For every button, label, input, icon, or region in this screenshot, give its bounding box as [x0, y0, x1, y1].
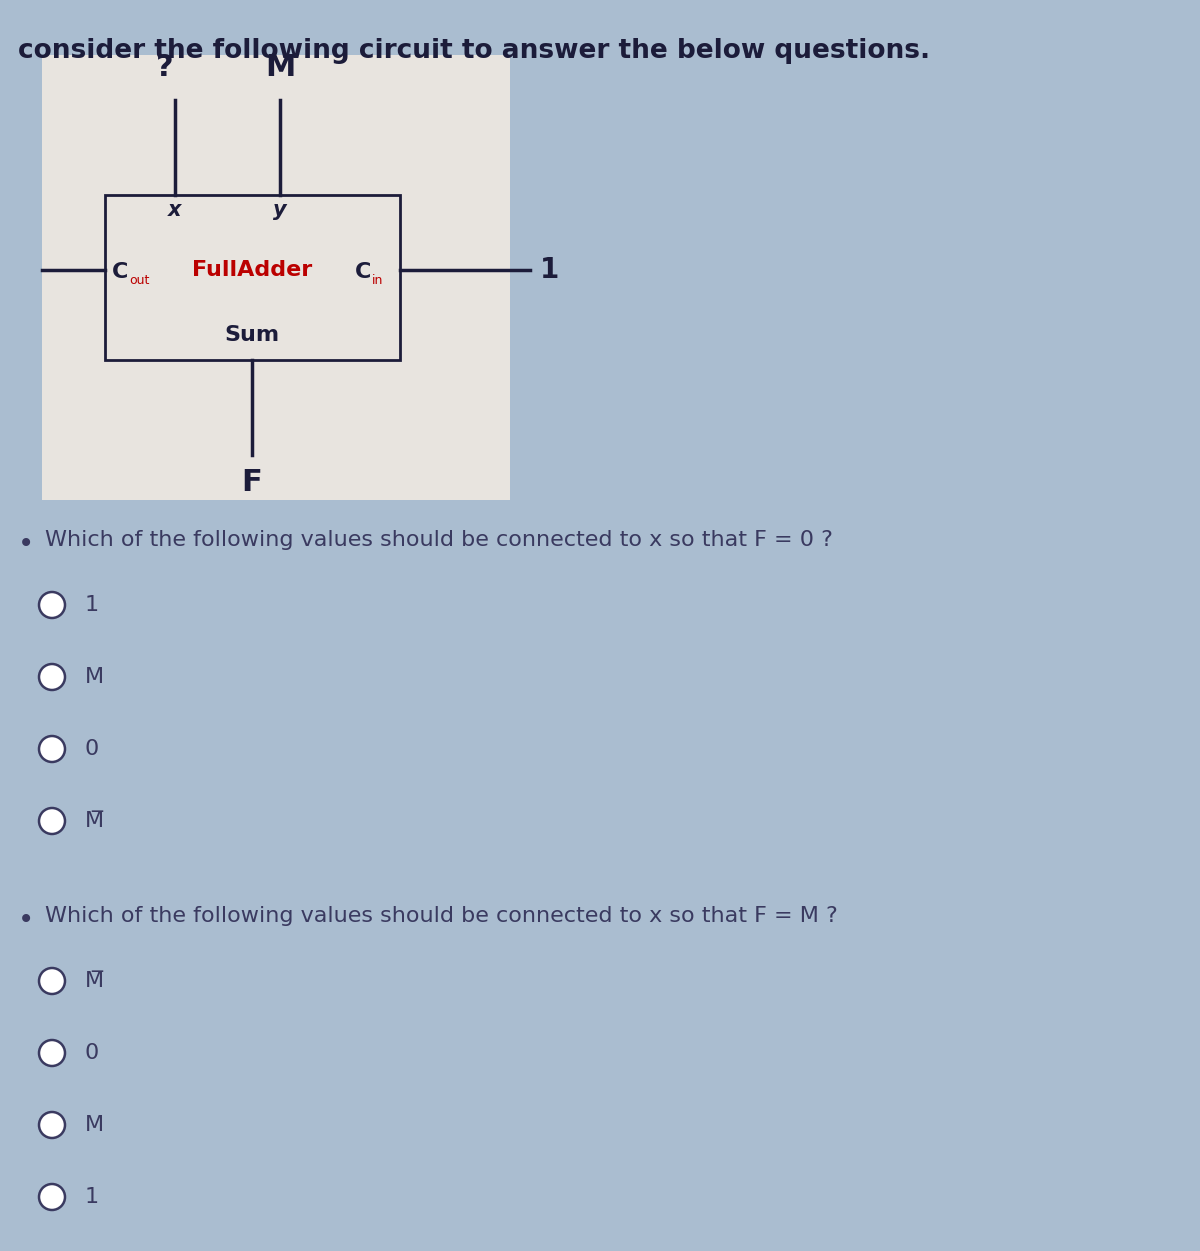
Text: M̅: M̅: [85, 971, 104, 991]
Text: M: M: [85, 667, 104, 687]
Text: F: F: [241, 468, 263, 497]
Text: 1: 1: [85, 595, 100, 615]
Text: 0: 0: [85, 739, 100, 759]
Circle shape: [38, 1183, 65, 1210]
Circle shape: [38, 736, 65, 762]
Text: M: M: [265, 53, 295, 83]
Text: x: x: [168, 200, 181, 220]
Circle shape: [38, 968, 65, 995]
Text: y: y: [274, 200, 287, 220]
Bar: [42, 55, 510, 500]
Text: Which of the following values should be connected to x so that F = 0 ?: Which of the following values should be …: [46, 530, 833, 550]
Text: 1: 1: [85, 1187, 100, 1207]
Text: C: C: [355, 261, 371, 281]
Text: M: M: [85, 1115, 104, 1135]
Text: in: in: [372, 274, 383, 286]
Circle shape: [38, 808, 65, 834]
Circle shape: [38, 664, 65, 691]
Circle shape: [38, 592, 65, 618]
Text: C: C: [112, 261, 128, 281]
Text: •: •: [18, 530, 35, 558]
Circle shape: [38, 1112, 65, 1138]
Text: 1: 1: [540, 256, 559, 284]
Text: Which of the following values should be connected to x so that F = M ?: Which of the following values should be …: [46, 906, 838, 926]
Text: Sum: Sum: [224, 325, 280, 345]
Text: out: out: [130, 274, 149, 286]
Text: •: •: [18, 906, 35, 934]
Text: M̅: M̅: [85, 811, 104, 831]
Circle shape: [38, 1040, 65, 1066]
Bar: [106, 195, 400, 360]
Text: FullAdder: FullAdder: [192, 260, 312, 280]
Text: ?: ?: [156, 53, 174, 83]
Text: 0: 0: [85, 1043, 100, 1063]
Text: consider the following circuit to answer the below questions.: consider the following circuit to answer…: [18, 38, 930, 64]
